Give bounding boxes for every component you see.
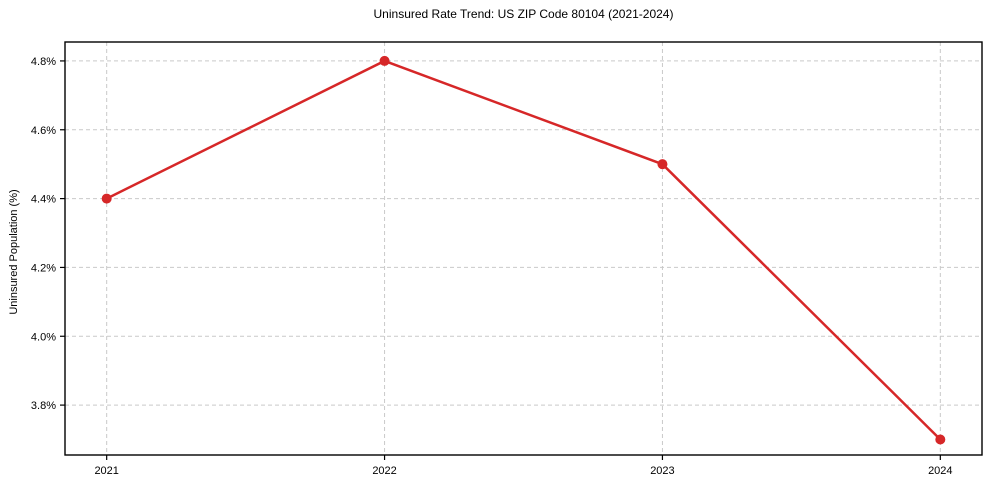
x-tick-label: 2023: [650, 465, 674, 477]
axes-spines: [64, 41, 983, 456]
data-point-marker: [101, 193, 112, 204]
y-tick-label: 3.8%: [31, 400, 56, 412]
data-point-marker: [935, 434, 946, 445]
data-point-marker: [379, 55, 390, 66]
y-tick-label: 4.4%: [31, 194, 56, 206]
x-tick-label: 2021: [94, 465, 118, 477]
chart-title: Uninsured Rate Trend: US ZIP Code 80104 …: [373, 7, 674, 21]
y-tick-label: 4.8%: [31, 56, 56, 68]
y-tick-label: 4.2%: [31, 262, 56, 274]
x-tick-label: 2024: [928, 465, 952, 477]
x-tick-label: 2022: [372, 465, 396, 477]
y-tick-label: 4.0%: [31, 331, 56, 343]
trend-line: [105, 59, 942, 441]
data-point-marker: [657, 159, 668, 170]
y-tick-label: 4.6%: [31, 125, 56, 137]
